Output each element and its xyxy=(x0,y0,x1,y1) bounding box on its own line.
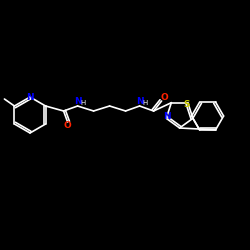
Text: H: H xyxy=(80,100,85,106)
Text: N: N xyxy=(164,112,171,121)
Text: N: N xyxy=(26,92,34,102)
Text: O: O xyxy=(64,122,72,130)
Text: N: N xyxy=(74,96,82,106)
Text: S: S xyxy=(184,100,190,109)
Text: O: O xyxy=(161,94,168,102)
Text: N: N xyxy=(136,96,143,106)
Text: H: H xyxy=(142,100,147,106)
